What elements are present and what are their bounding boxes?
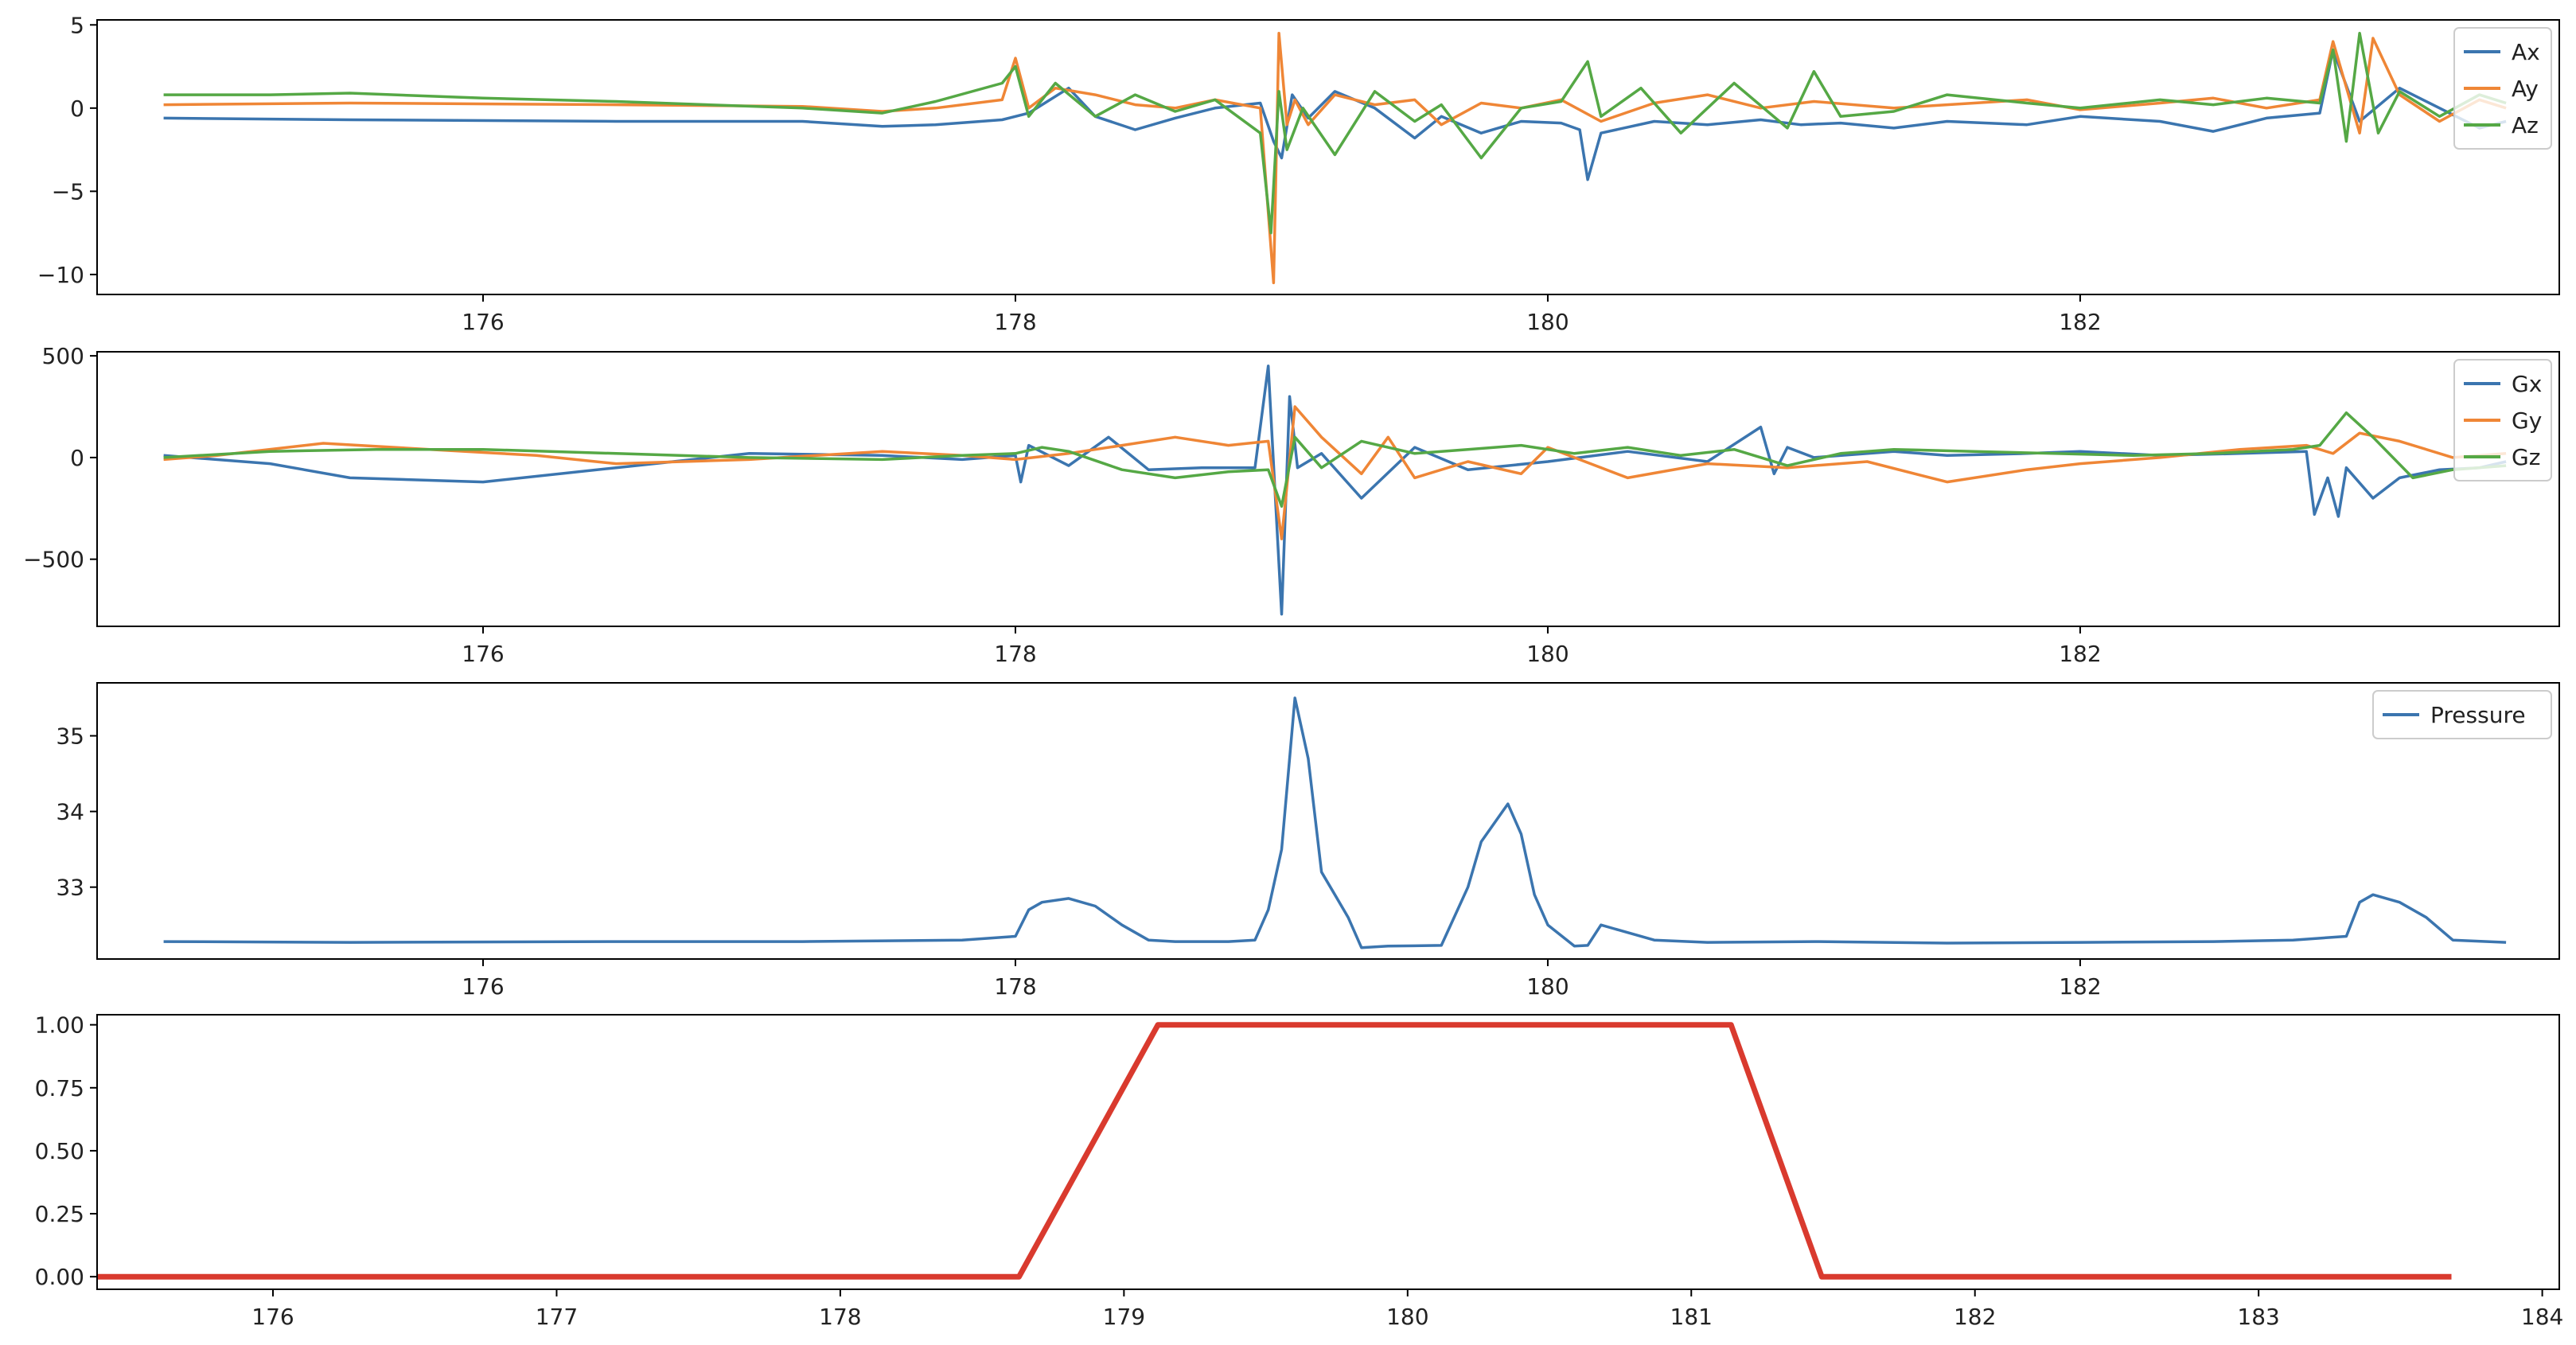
x-tick-label: 181 xyxy=(1670,1304,1713,1330)
x-tick-label: 182 xyxy=(2059,309,2101,335)
axes-frame xyxy=(96,19,2560,295)
x-tick-label: 182 xyxy=(1954,1304,1996,1330)
x-tick-label: 176 xyxy=(462,641,504,667)
y-tick-label: 0.25 xyxy=(35,1201,84,1227)
legend-label-ax: Ax xyxy=(2512,39,2540,65)
chart-panel-4: 176 177 178 179 180 181 182 183 184 0.00 0.25 0.50 0… xyxy=(35,1012,2564,1330)
series-line-ay xyxy=(163,31,2507,285)
x-tick-label: 177 xyxy=(536,1304,578,1330)
x-tick-label: 182 xyxy=(2059,973,2101,1000)
legend-label-gz: Gz xyxy=(2512,444,2540,470)
y-tick-label: 0.75 xyxy=(35,1075,84,1101)
x-tick-label: 182 xyxy=(2059,641,2101,667)
y-tick-label: −500 xyxy=(23,547,84,573)
legend-label-gx: Gx xyxy=(2512,371,2542,397)
y-tick-label: 33 xyxy=(56,875,84,901)
series-line-gz xyxy=(163,411,2507,508)
series-group xyxy=(163,365,2507,616)
y-tick-label: 5 xyxy=(70,12,84,38)
legend-box xyxy=(2453,27,2552,150)
x-tick-label: 184 xyxy=(2521,1304,2563,1330)
x-tick-label: 180 xyxy=(1526,641,1569,667)
x-tick-label: 180 xyxy=(1526,309,1569,335)
y-tick-label: 35 xyxy=(56,723,84,750)
y-tick-label: 0.50 xyxy=(35,1138,84,1164)
x-tick-label: 180 xyxy=(1526,973,1569,1000)
x-tick-label: 178 xyxy=(819,1304,861,1330)
y-tick-label: 0.00 xyxy=(35,1264,84,1290)
series-group xyxy=(163,31,2507,285)
x-tick-label: 178 xyxy=(994,641,1036,667)
chart-panel-3: 176178180182184333435Pressure xyxy=(56,682,2560,1000)
axes-frame xyxy=(96,682,2560,960)
legend-label-az: Az xyxy=(2512,112,2539,138)
series-line-gy xyxy=(163,405,2507,540)
axes-frame xyxy=(96,351,2560,627)
x-tick-label: 176 xyxy=(251,1304,294,1330)
legend-label-gy: Gy xyxy=(2512,407,2542,434)
x-tick-label: 176 xyxy=(462,973,504,1000)
legend: Pressure xyxy=(2372,690,2552,739)
legend-label-pressure: Pressure xyxy=(2430,702,2526,728)
y-tick-label: 500 xyxy=(42,343,84,369)
series-line-pressure xyxy=(163,696,2507,949)
axes-frame xyxy=(96,1014,2560,1290)
y-tick-label: −10 xyxy=(37,262,84,288)
y-tick-label: −5 xyxy=(52,178,84,205)
legend-box xyxy=(2453,359,2552,481)
x-tick-label: 183 xyxy=(2237,1304,2279,1330)
legend-box xyxy=(2372,690,2552,739)
series-group xyxy=(163,696,2507,949)
x-tick-label: 180 xyxy=(1386,1304,1428,1330)
series-line-gx xyxy=(163,365,2507,616)
legend: Gx Gy Gz xyxy=(2453,359,2552,481)
x-tick-label: 178 xyxy=(994,973,1036,1000)
legend-label-ay: Ay xyxy=(2512,76,2539,102)
y-tick-label: 0 xyxy=(70,96,84,122)
series-line-ax xyxy=(163,48,2507,181)
x-tick-label: 179 xyxy=(1103,1304,1145,1330)
series-line-signal xyxy=(97,1022,2452,1280)
y-tick-label: 34 xyxy=(56,799,84,825)
y-tick-label: 0 xyxy=(70,445,84,471)
x-tick-label: 178 xyxy=(994,309,1036,335)
legend: Ax Ay Az xyxy=(2453,27,2552,150)
x-tick-label: 176 xyxy=(462,309,504,335)
y-tick-label: 1.00 xyxy=(35,1012,84,1039)
series-group xyxy=(97,1022,2452,1280)
series-line-az xyxy=(163,31,2507,235)
